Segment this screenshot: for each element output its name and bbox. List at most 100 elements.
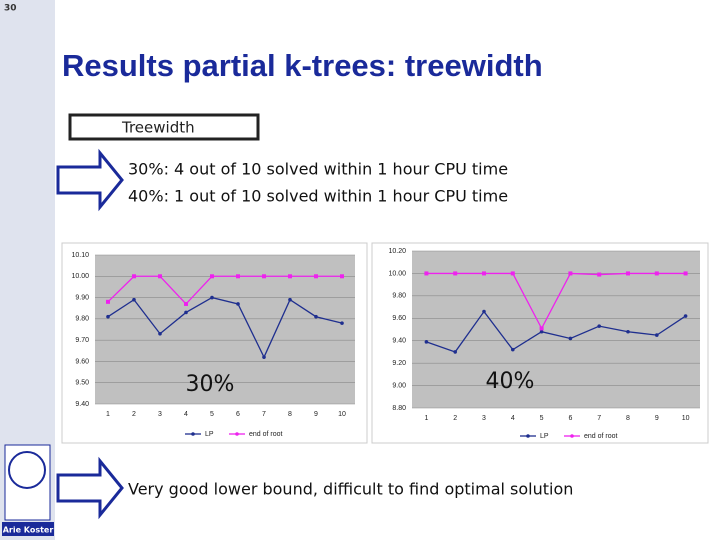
data-point [539,329,544,334]
data-point [597,272,602,277]
x-tick-label: 4 [184,411,188,418]
plot-area [412,251,700,408]
y-tick-label: 9.80 [75,316,89,323]
data-point [158,331,162,336]
data-point [262,274,266,279]
series-line [107,275,342,305]
data-point [482,309,486,314]
data-point [683,314,688,318]
data-point [288,297,292,302]
y-tick-label: 8.80 [392,405,406,412]
legend-marker [570,434,574,438]
data-point [132,274,136,279]
x-tick-label: 6 [236,411,240,418]
y-tick-label: 9.80 [392,293,406,300]
data-point [262,355,266,359]
x-tick-label: 10 [682,415,690,422]
x-tick-label: 1 [424,415,428,422]
data-point [655,333,659,337]
data-point [158,274,162,279]
y-tick-label: 9.40 [392,338,406,345]
box-label: Treewidth [121,119,195,137]
author-bar [2,522,54,536]
data-point [314,274,318,279]
y-tick-label: 10.00 [71,273,89,280]
data-point [482,271,486,276]
data-point [288,274,292,279]
arrow [56,148,124,212]
y-tick-label: 9.60 [392,315,406,322]
data-point [106,299,110,304]
text-line: 30%: 4 out of 10 solved within 1 hour CP… [128,160,508,179]
x-tick-label: 3 [482,415,486,422]
logo [4,444,51,521]
legend-marker [526,434,530,438]
x-tick-label: 5 [540,415,544,422]
y-tick-label: 9.70 [75,337,89,344]
series-line [426,310,686,353]
legend-label: end of root [584,433,618,440]
conclusion: Very good lower bound, difficult to find… [128,480,573,499]
data-point [453,271,458,276]
legend-label: end of root [249,431,283,438]
slide-title: Results partial k-trees: treewidth [62,48,543,83]
text-line: 40%: 1 out of 10 solved within 1 hour CP… [128,187,508,206]
x-tick-label: 9 [314,411,318,418]
data-point [210,274,214,279]
data-point [424,271,429,276]
data-point [626,271,630,276]
x-tick-label: 4 [511,415,515,422]
author: Arie Koster [3,526,54,535]
x-tick-label: 7 [597,415,601,422]
data-point [236,274,240,279]
logo-mark [8,451,46,489]
x-tick-label: 6 [568,415,572,422]
series-line [426,272,686,330]
data-point [314,314,318,319]
data-point [184,301,188,306]
data-point [568,336,573,341]
chart-annotation: 30% [186,372,235,397]
legend-label: LP [205,431,214,438]
data-point [597,324,601,328]
y-tick-label: 9.40 [75,401,89,408]
x-tick-label: 3 [158,411,162,418]
data-point [568,271,573,276]
y-tick-label: 10.10 [71,252,89,259]
y-tick-label: 9.60 [75,358,89,365]
arrow [56,456,124,520]
x-tick-label: 1 [106,411,110,418]
data-point [683,271,688,276]
x-tick-label: 2 [453,415,457,422]
data-point [510,271,515,276]
data-point [654,271,659,276]
legend-marker [235,432,239,436]
data-point [626,329,630,334]
x-tick-label: 2 [132,411,136,418]
data-point [453,350,458,354]
data-point [340,321,344,325]
x-tick-label: 8 [626,415,630,422]
x-tick-label: 10 [338,411,346,418]
y-tick-label: 9.20 [392,360,406,367]
y-tick-label: 9.90 [75,294,89,301]
legend-marker [191,432,195,436]
data-point [106,314,110,319]
page-number: 30 [4,4,17,14]
data-point [424,340,429,344]
chart-annotation: 40% [486,369,535,394]
data-point [184,310,188,315]
y-tick-label: 9.00 [392,382,406,389]
data-point [236,302,240,306]
x-tick-label: 9 [655,415,659,422]
x-tick-label: 8 [288,411,292,418]
y-tick-label: 9.50 [75,380,89,387]
data-point [340,274,344,279]
data-point [511,347,515,352]
x-tick-label: 5 [210,411,214,418]
y-tick-label: 10.20 [388,248,406,255]
data-point [539,326,544,331]
data-point [210,295,214,300]
series-line [107,296,343,359]
